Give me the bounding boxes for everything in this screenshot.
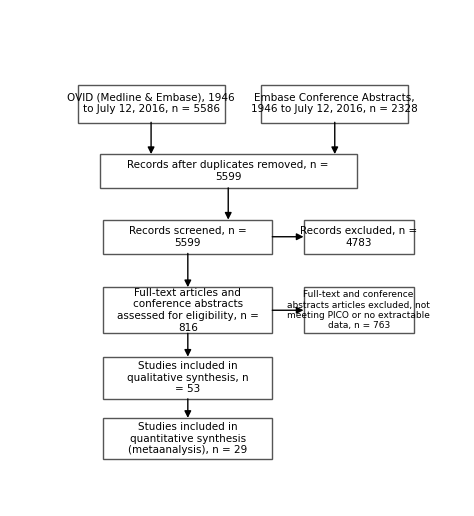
FancyBboxPatch shape	[103, 287, 272, 333]
Text: Records after duplicates removed, n =
5599: Records after duplicates removed, n = 55…	[128, 160, 329, 182]
FancyBboxPatch shape	[303, 220, 414, 254]
FancyBboxPatch shape	[103, 418, 272, 459]
Text: Full-text articles and
conference abstracts
assessed for eligibility, n =
816: Full-text articles and conference abstra…	[117, 288, 259, 333]
Text: Embase Conference Abstracts,
1946 to July 12, 2016, n = 2328: Embase Conference Abstracts, 1946 to Jul…	[251, 93, 418, 115]
FancyBboxPatch shape	[78, 85, 225, 122]
FancyBboxPatch shape	[100, 154, 357, 188]
Text: Full-text and conference
abstracts articles excluded, not
meeting PICO or no ext: Full-text and conference abstracts artic…	[287, 290, 430, 330]
Text: Studies included in
quantitative synthesis
(metaanalysis), n = 29: Studies included in quantitative synthes…	[128, 422, 247, 455]
Text: Records excluded, n =
4783: Records excluded, n = 4783	[300, 226, 417, 248]
FancyBboxPatch shape	[103, 220, 272, 254]
Text: OVID (Medline & Embase), 1946
to July 12, 2016, n = 5586: OVID (Medline & Embase), 1946 to July 12…	[67, 93, 235, 115]
Text: Records screened, n =
5599: Records screened, n = 5599	[129, 226, 246, 248]
FancyBboxPatch shape	[261, 85, 408, 122]
FancyBboxPatch shape	[303, 287, 414, 333]
FancyBboxPatch shape	[103, 357, 272, 399]
Text: Studies included in
qualitative synthesis, n
= 53: Studies included in qualitative synthesi…	[127, 361, 249, 394]
